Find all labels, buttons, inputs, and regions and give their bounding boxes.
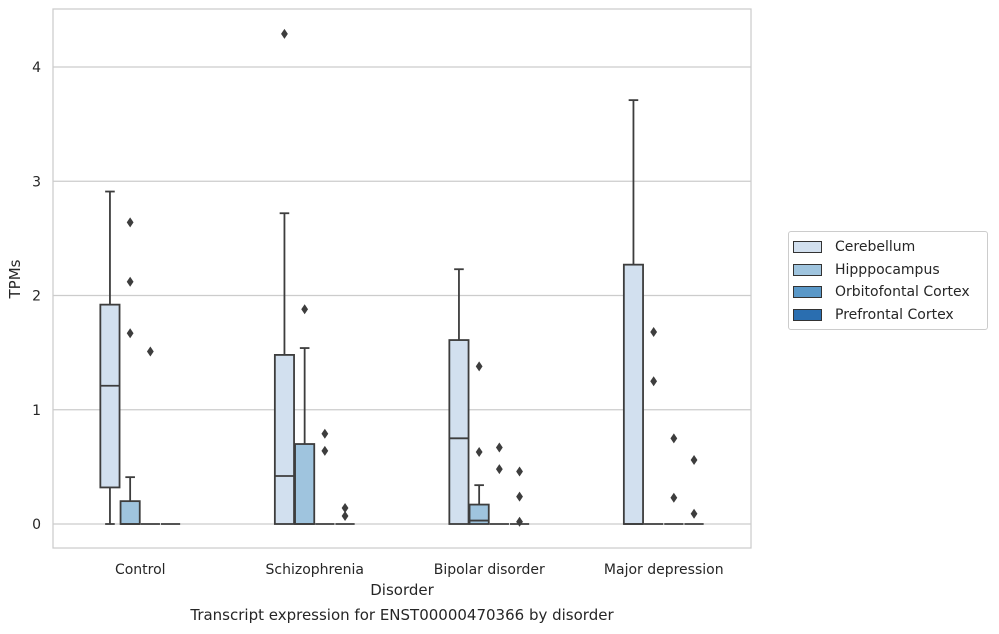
legend-item: Hipppocampus xyxy=(789,259,987,282)
box-1-1 xyxy=(294,304,316,525)
box-1-3 xyxy=(335,503,355,525)
x-tick-label: Major depression xyxy=(604,562,724,578)
outlier-point xyxy=(321,428,329,439)
x-tick-label: Bipolar disorder xyxy=(434,562,545,578)
box-layer xyxy=(99,28,704,527)
outlier-point xyxy=(516,466,523,477)
outlier-point xyxy=(690,455,698,466)
box-2-1 xyxy=(468,361,490,525)
box-2-3 xyxy=(509,466,530,527)
outlier-point xyxy=(475,361,483,372)
box-0-2 xyxy=(140,346,160,525)
box-body xyxy=(99,303,121,489)
outlier-point xyxy=(516,516,523,527)
outlier-point xyxy=(126,217,134,228)
legend-swatch xyxy=(793,263,822,276)
box-1-2 xyxy=(315,428,335,525)
box-0-0 xyxy=(99,190,121,525)
x-tick-label: Control xyxy=(115,562,166,578)
outlier-point xyxy=(670,492,678,503)
legend-label: Hipppocampus xyxy=(835,261,940,278)
y-tick-label: 4 xyxy=(32,60,41,76)
y-tick-label: 3 xyxy=(32,174,41,190)
outlier-point xyxy=(475,447,483,458)
legend-swatch xyxy=(793,308,822,321)
y-tick-labels: 0 1 2 3 4 xyxy=(32,60,41,533)
y-tick-label: 0 xyxy=(32,517,41,533)
box-2-0 xyxy=(448,268,470,525)
box-body xyxy=(468,503,490,525)
outlier-point xyxy=(670,433,678,444)
legend-label: Prefrontal Cortex xyxy=(835,306,954,323)
outlier-point xyxy=(281,28,288,39)
outlier-point xyxy=(516,491,523,502)
legend-swatch xyxy=(793,286,822,299)
box-3-2 xyxy=(664,433,684,525)
grid-lines xyxy=(53,66,751,525)
outlier-point xyxy=(321,445,329,456)
chart-title: Transcript expression for ENST0000047036… xyxy=(190,606,614,624)
legend-label: Orbitofontal Cortex xyxy=(835,284,970,301)
box-body xyxy=(273,354,295,525)
plot-frame xyxy=(52,8,752,549)
legend-swatch xyxy=(793,241,822,254)
outlier-point xyxy=(495,442,503,453)
legend-label: Cerebellum xyxy=(835,239,916,256)
box-3-0 xyxy=(622,99,644,525)
y-tick-label: 1 xyxy=(32,403,41,419)
box-1-0 xyxy=(273,28,295,525)
outlier-point xyxy=(126,328,134,339)
y-axis-label: TPMs xyxy=(6,259,24,299)
outlier-point xyxy=(690,508,698,519)
box-body xyxy=(119,500,141,525)
outlier-point xyxy=(650,376,658,387)
box-body xyxy=(294,443,316,525)
box-body xyxy=(622,263,644,525)
outlier-point xyxy=(146,346,154,357)
legend-item: Orbitofontal Cortex xyxy=(789,281,987,304)
outlier-point xyxy=(126,276,134,287)
box-body xyxy=(448,339,470,525)
box-3-3 xyxy=(684,455,704,525)
outlier-point xyxy=(495,464,503,475)
outlier-point xyxy=(341,503,349,514)
x-axis-label: Disorder xyxy=(370,581,434,599)
x-tick-labels: Control Schizophrenia Bipolar disorder Majo… xyxy=(115,562,724,578)
y-tick-label: 2 xyxy=(32,289,41,305)
box-0-1 xyxy=(119,217,141,525)
x-tick-label: Schizophrenia xyxy=(266,562,364,578)
box-3-1 xyxy=(644,327,664,525)
legend: Cerebellum Hipppocampus Orbitofontal Corte… xyxy=(788,231,988,330)
outlier-point xyxy=(301,304,309,315)
outlier-point xyxy=(650,327,658,338)
legend-item: Prefrontal Cortex xyxy=(789,304,987,327)
outlier-point xyxy=(341,511,349,522)
legend-item: Cerebellum xyxy=(789,236,987,259)
box-2-2 xyxy=(489,442,509,525)
